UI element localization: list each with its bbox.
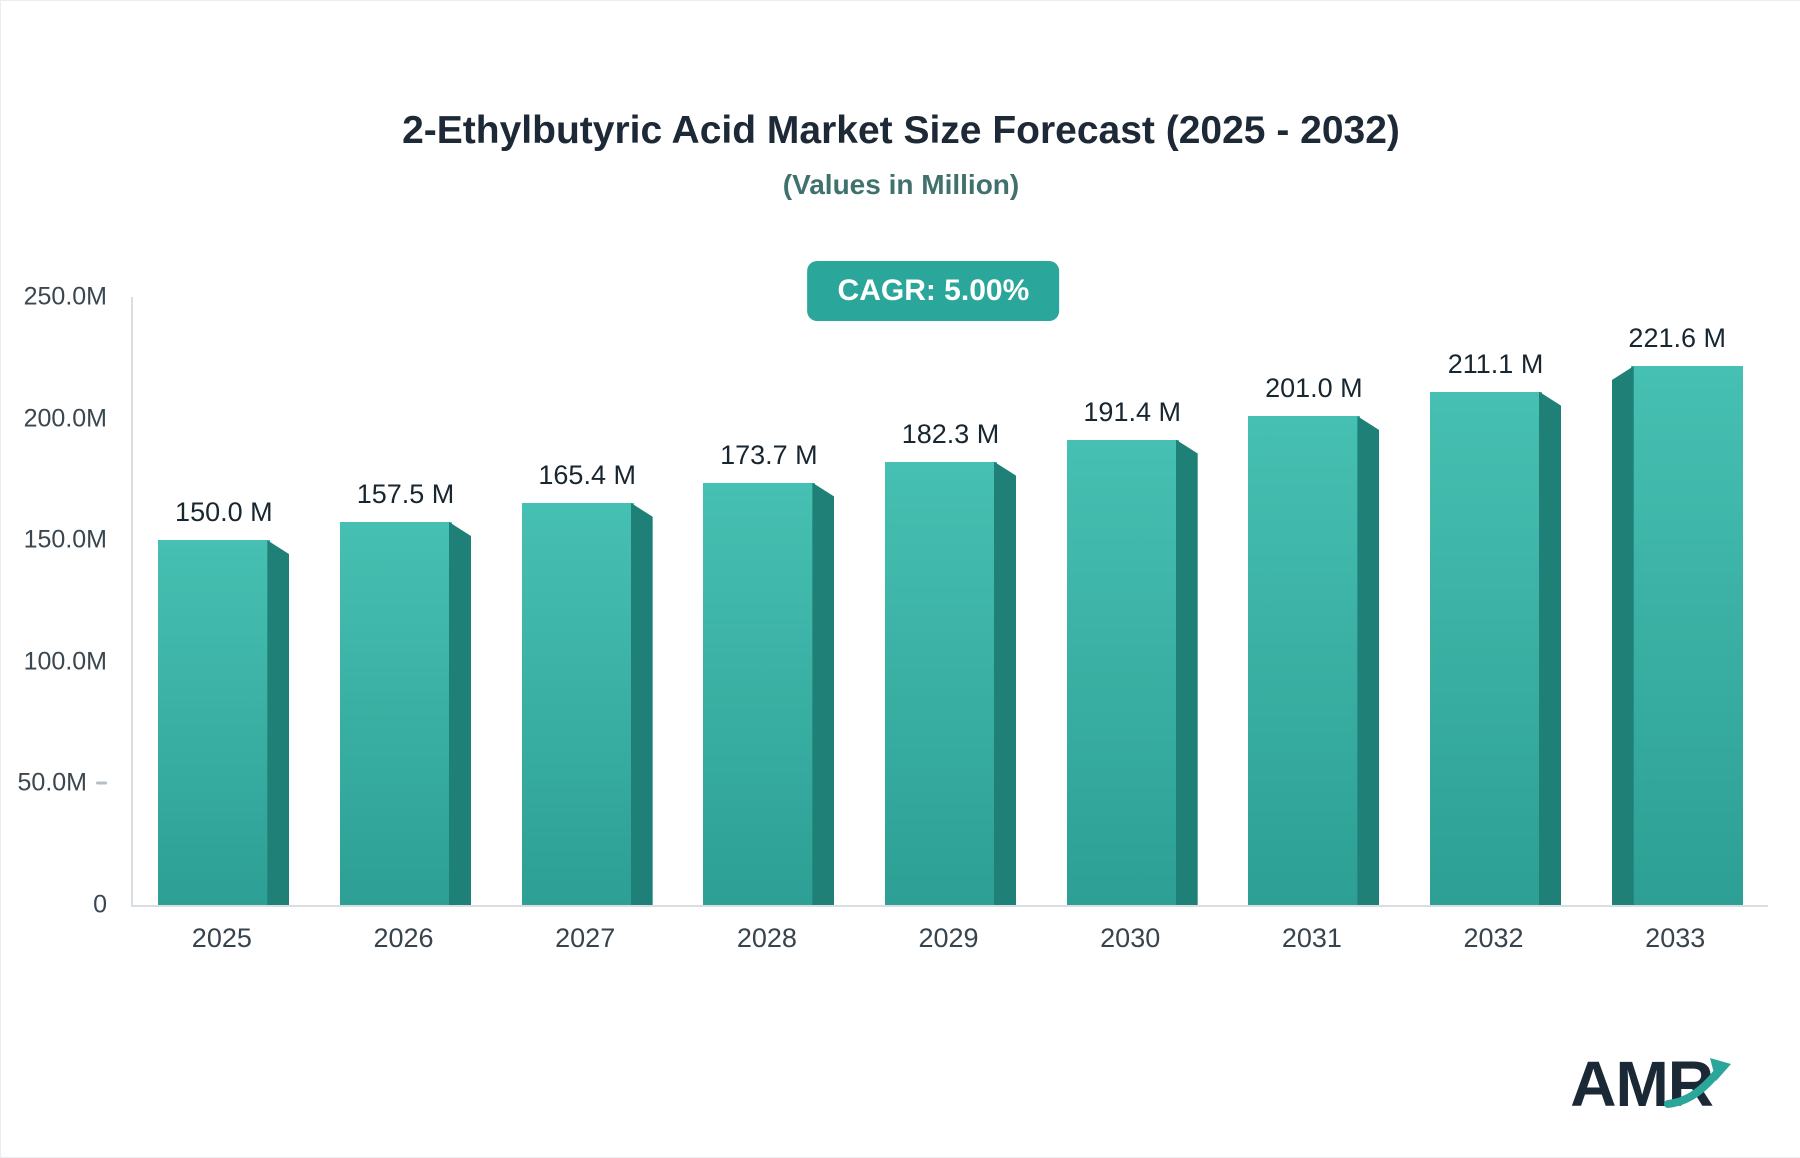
bar-side-face [812,482,835,905]
bar-value-label: 221.6 M [1628,323,1726,354]
bar-value-label: 173.7 M [720,439,818,470]
bar-front-face [1430,391,1543,905]
y-tick-text: 50.0M [17,768,87,797]
x-tick-label: 2029 [918,923,979,953]
bar-slot: 165.4 M [496,297,678,905]
bar-side-face [994,461,1017,905]
bar-2029: 182.3 M [885,419,1017,905]
y-tick-label: 50.0M [18,769,119,798]
bar-2025: 150.0 M [158,497,290,905]
y-tick-text: 250.0M [23,282,107,311]
bar-slot: 150.0 M [133,297,315,905]
bar-2033: 221.6 M [1611,323,1743,905]
y-tick-dash [96,781,107,785]
bar-front-face [521,502,634,905]
bar-side-face [1175,439,1198,905]
y-tick-text: 100.0M [23,647,107,676]
chart-subtitle: (Values in Million) [782,169,1020,200]
bar-front-face [1248,416,1361,905]
y-tick-label: 250.0M [24,283,119,312]
bar-side-face [449,521,471,905]
bar-side-face [1611,366,1634,905]
bar-slot: 182.3 M [860,297,1042,905]
bar-side-face [630,502,653,905]
x-tick-label: 2031 [1281,923,1342,953]
chart-title: 2-Ethylbutyric Acid Market Size Forecast… [402,109,1400,152]
bar-value-label: 182.3 M [901,418,1000,449]
bar-2026: 157.5 M [340,479,471,905]
bar-value-label: 201.0 M [1265,373,1363,404]
bar-side-face [1539,391,1562,905]
logo-text: AMR [1570,1048,1714,1120]
y-tick-text: 0 [93,890,107,919]
cagr-badge: CAGR: 5.00% [807,261,1060,321]
y-tick-label: 100.0M [24,647,119,676]
bar-value-label: 165.4 M [538,459,636,490]
bar-value-label: 157.5 M [356,478,455,509]
y-tick-label: 150.0M [24,526,119,555]
x-tick-label: 2026 [373,923,434,953]
x-tick-label: 2032 [1463,923,1524,953]
bar-value-label: 211.1 M [1447,348,1544,379]
bar-slot: 201.0 M [1223,297,1405,905]
bar-front-face [158,540,271,905]
bar-2028: 173.7 M [703,440,835,905]
y-tick-label: 200.0M [24,404,119,433]
y-axis: 250.0M 200.0M 150.0M 100.0M 50.0M 0 [1,283,119,919]
bar-slot: 221.6 M [1586,297,1768,905]
y-tick-label: 0 [93,891,119,920]
bar-front-face [885,461,998,905]
bar-slot: 191.4 M [1041,297,1223,905]
bar-slot: 173.7 M [678,297,860,905]
logo: AMR [1570,1047,1731,1121]
y-tick-text: 200.0M [23,404,107,433]
x-tick-label: 2027 [555,923,616,953]
bar-value-label: 150.0 M [175,497,273,528]
bar-front-face [1630,366,1743,905]
x-axis-labels: 2025 2026 2027 2028 2029 2030 2031 2032 2033 [131,923,1766,954]
bar-side-face [267,540,290,905]
bar-front-face [1066,439,1179,905]
bars-row: 150.0 M 157.5 M 165.4 M 173.7 M 182.3 M 191.4… [133,297,1768,905]
plot-area: 150.0 M 157.5 M 165.4 M 173.7 M 182.3 M 191.4… [131,297,1768,907]
bar-2032: 211.1 M [1430,349,1562,905]
bar-slot: 211.1 M [1405,297,1587,905]
bar-2027: 165.4 M [521,460,653,905]
x-tick-label: 2028 [736,923,797,953]
x-tick-label: 2025 [191,923,252,953]
bar-2030: 191.4 M [1066,397,1198,905]
x-tick-label: 2030 [1100,923,1161,953]
x-tick-label: 2033 [1645,923,1706,953]
bar-front-face [340,521,452,905]
bar-front-face [703,482,816,905]
y-tick-text: 150.0M [23,525,107,554]
bar-side-face [1357,416,1380,905]
bar-2031: 201.0 M [1248,373,1380,905]
bar-slot: 157.5 M [315,297,497,905]
logo-arrow-icon [1664,1058,1731,1108]
bar-value-label: 191.4 M [1083,396,1181,427]
